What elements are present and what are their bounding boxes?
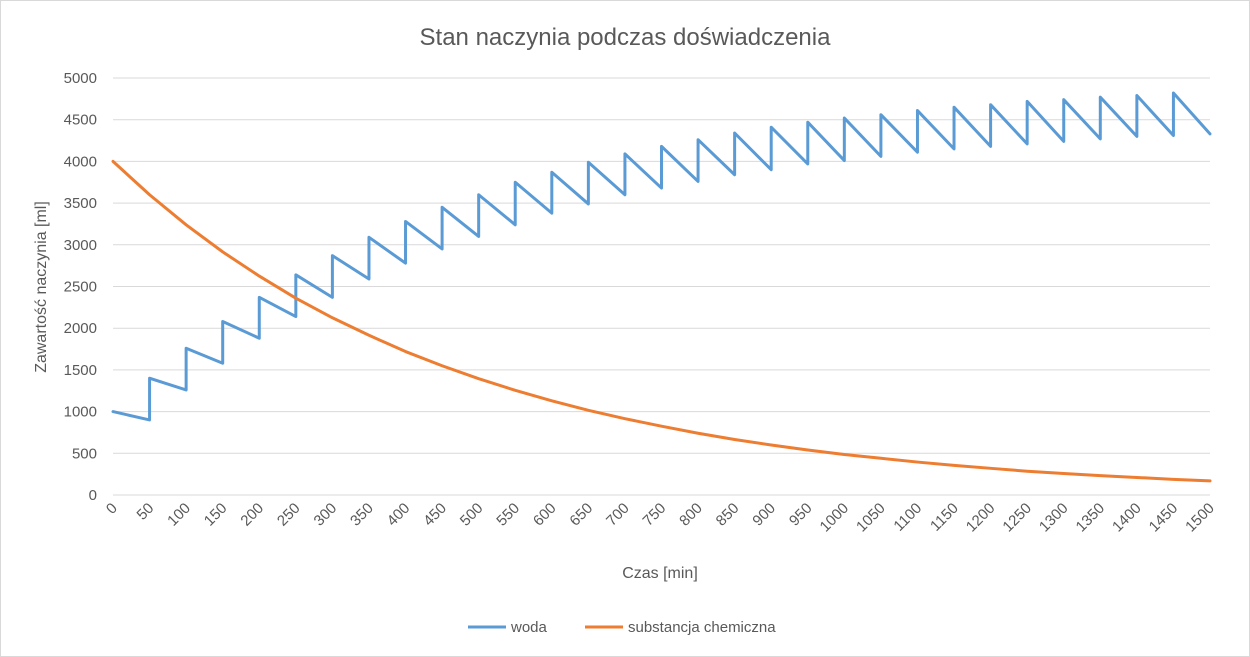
x-tick-label: 550 bbox=[493, 500, 523, 530]
x-tick-label: 1400 bbox=[1109, 500, 1145, 536]
x-tick-label: 950 bbox=[786, 500, 816, 530]
x-axis-ticks: 0 50 100 150 200 250 300 350 400 450 500 550 600 650 7… bbox=[103, 500, 1218, 536]
x-tick-label: 1150 bbox=[927, 500, 962, 535]
y-tick-label: 1500 bbox=[64, 362, 97, 379]
x-tick-label: 1050 bbox=[853, 500, 889, 536]
series-lines bbox=[111, 91, 1212, 483]
y-tick-label: 5000 bbox=[64, 70, 97, 87]
y-tick-label: 3500 bbox=[64, 195, 97, 212]
y-tick-label: 2500 bbox=[64, 279, 97, 296]
x-axis-label: Czas [min] bbox=[622, 565, 698, 582]
legend-label-1: substancja chemiczna bbox=[628, 619, 776, 636]
y-tick-label: 4500 bbox=[64, 112, 97, 129]
y-tick-label: 2000 bbox=[64, 320, 97, 337]
series-line-0 bbox=[111, 91, 1212, 422]
x-tick-label: 800 bbox=[676, 500, 706, 530]
x-tick-label: 150 bbox=[201, 500, 231, 530]
x-tick-label: 650 bbox=[566, 500, 596, 530]
x-tick-label: 300 bbox=[311, 500, 341, 530]
legend: woda substancja chemiczna bbox=[468, 619, 776, 636]
x-tick-label: 100 bbox=[164, 500, 194, 530]
x-tick-label: 200 bbox=[237, 500, 267, 530]
x-tick-label: 0 bbox=[103, 500, 121, 518]
y-tick-label: 3000 bbox=[64, 237, 97, 254]
x-tick-label: 1100 bbox=[890, 500, 925, 535]
series-line-1 bbox=[111, 159, 1212, 483]
x-tick-label: 700 bbox=[603, 500, 633, 530]
x-tick-label: 1250 bbox=[999, 500, 1035, 536]
y-tick-label: 500 bbox=[72, 445, 97, 462]
x-tick-label: 250 bbox=[274, 500, 304, 530]
x-tick-label: 1350 bbox=[1073, 500, 1109, 536]
x-tick-label: 850 bbox=[713, 500, 743, 530]
x-tick-label: 450 bbox=[420, 500, 450, 530]
x-tick-label: 1300 bbox=[1036, 500, 1072, 536]
x-tick-label: 50 bbox=[134, 500, 158, 524]
x-tick-label: 1200 bbox=[963, 500, 999, 536]
x-tick-label: 500 bbox=[457, 500, 487, 530]
x-tick-label: 350 bbox=[347, 500, 377, 530]
chart-title: Stan naczynia podczas doświadczenia bbox=[420, 24, 832, 51]
x-tick-label: 1000 bbox=[817, 500, 853, 536]
x-tick-label: 400 bbox=[384, 500, 414, 530]
y-tick-label: 4000 bbox=[64, 153, 97, 170]
x-tick-label: 750 bbox=[640, 500, 670, 530]
y-tick-label: 1000 bbox=[64, 404, 97, 421]
x-tick-label: 900 bbox=[749, 500, 779, 530]
y-axis-ticks: 0 500 1000 1500 2000 2500 3000 3500 4000 4500 5000 bbox=[64, 70, 97, 504]
gridlines bbox=[113, 77, 1210, 454]
y-tick-label: 0 bbox=[89, 487, 97, 504]
x-tick-label: 1500 bbox=[1182, 500, 1218, 536]
legend-label-0: woda bbox=[510, 619, 548, 636]
y-axis-label: Zawartość naczynia [ml] bbox=[33, 201, 50, 373]
x-tick-label: 1450 bbox=[1146, 500, 1182, 536]
x-tick-label: 600 bbox=[530, 500, 560, 530]
